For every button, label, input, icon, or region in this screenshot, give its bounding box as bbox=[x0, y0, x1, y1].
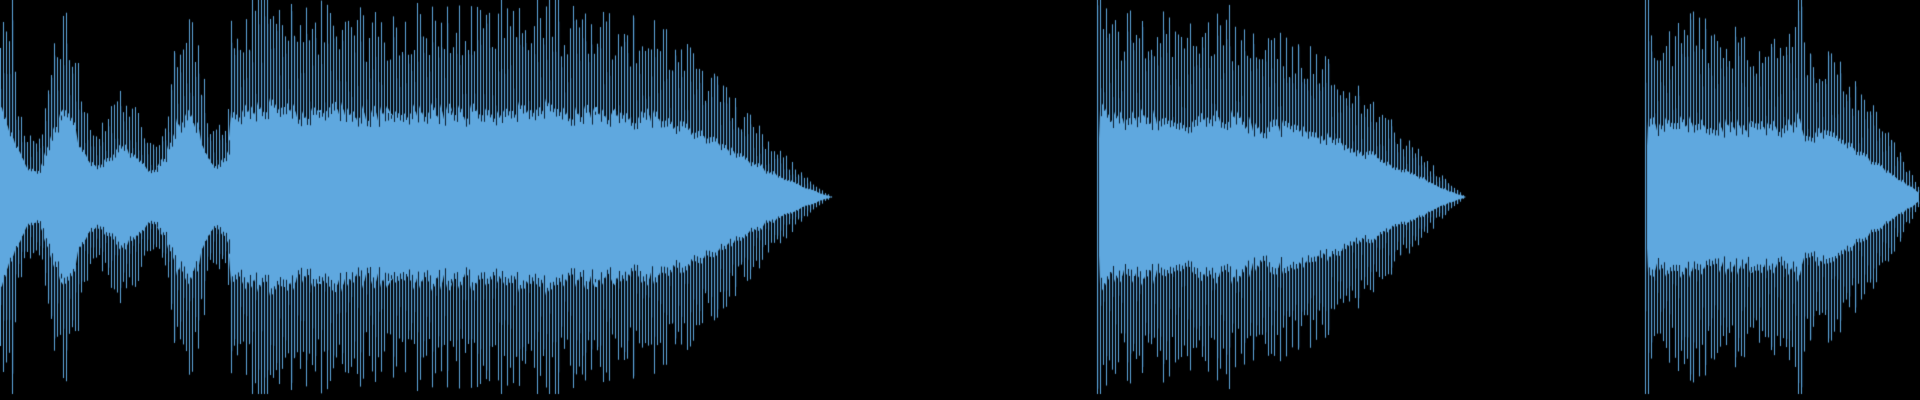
waveform-canvas[interactable] bbox=[0, 0, 1920, 400]
waveform-overlay bbox=[0, 0, 1920, 400]
waveform-view[interactable]: Audio Waveform bbox=[0, 0, 1920, 400]
